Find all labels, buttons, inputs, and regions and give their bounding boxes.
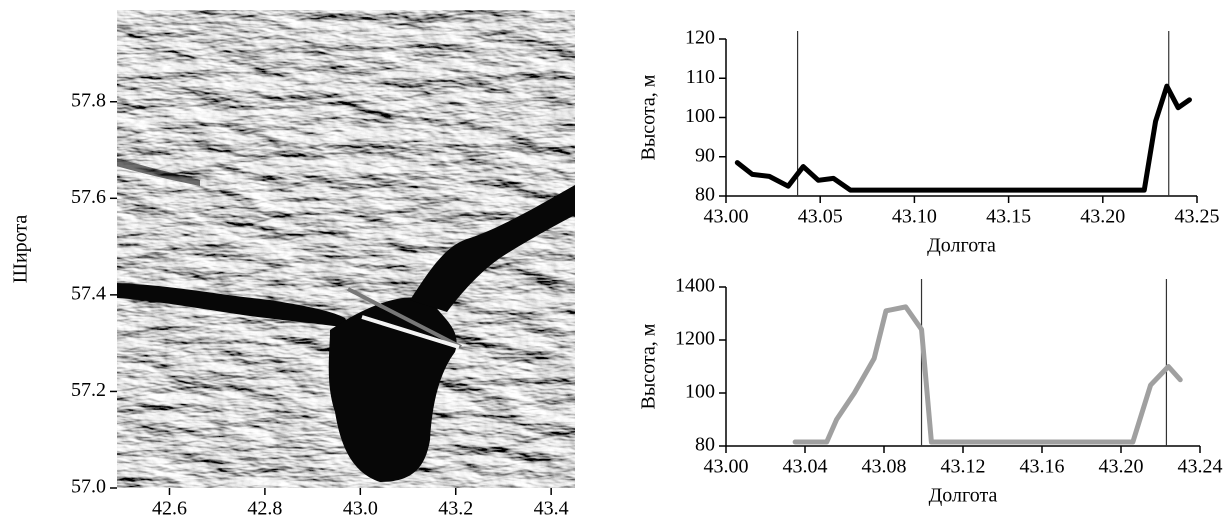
- x-tick-label: 43.20: [1080, 206, 1125, 228]
- y-tick-label: 80: [695, 184, 715, 206]
- y-tick-label: 57.6: [71, 186, 106, 208]
- y-tick-label: 110: [686, 66, 715, 88]
- y-tick-label: 1200: [675, 328, 715, 350]
- y-tick-label: 100: [685, 105, 715, 127]
- y-tick-label: 1400: [675, 275, 715, 297]
- relief-map: [90, 10, 575, 488]
- y-axis-label: Широта: [10, 215, 32, 284]
- y-tick-label: 57.8: [71, 89, 106, 111]
- y-tick-label: 80: [695, 434, 715, 456]
- x-tick-label: 43.2: [438, 498, 473, 520]
- y-tick-label: 57.0: [71, 476, 106, 498]
- y-axis-label: Высота, м: [638, 74, 660, 160]
- y-tick-label: 100: [685, 381, 715, 403]
- x-tick-label: 43.04: [783, 456, 828, 478]
- x-tick-label: 42.6: [152, 498, 187, 520]
- x-tick-label: 43.00: [704, 206, 749, 228]
- x-tick-label: 43.00: [704, 456, 749, 478]
- y-tick-label: 120: [685, 27, 715, 49]
- x-tick-label: 43.20: [1099, 456, 1144, 478]
- y-tick-label: 90: [695, 144, 715, 166]
- page: 57.0 57.2 57.4 57.6 57.8 42.6 42.8 43.0 43.2 43.4…: [0, 0, 1227, 528]
- x-tick-label: 43.0: [343, 498, 378, 520]
- figure: 57.0 57.2 57.4 57.6 57.8 42.6 42.8 43.0 43.2 43.4…: [0, 0, 1227, 528]
- data-line: [737, 86, 1189, 190]
- x-tick-label: 43.15: [986, 206, 1031, 228]
- x-tick-label: 43.08: [862, 456, 907, 478]
- x-tick-label: 43.12: [941, 456, 986, 478]
- data-line: [795, 307, 1180, 442]
- x-tick-label: 42.8: [247, 498, 282, 520]
- x-tick-label: 43.24: [1178, 456, 1223, 478]
- x-tick-label: 43.16: [1020, 456, 1065, 478]
- x-tick-label: 43.25: [1175, 206, 1220, 228]
- x-axis-label: Долгота: [929, 485, 998, 507]
- x-axis-label: Долгота: [927, 235, 996, 257]
- y-tick-label: 57.2: [71, 379, 106, 401]
- y-axis-label: Высота, м: [638, 323, 660, 409]
- x-tick-label: 43.05: [798, 206, 843, 228]
- x-tick-label: 43.4: [534, 498, 569, 520]
- x-tick-label: 43.10: [892, 206, 937, 228]
- y-tick-label: 57.4: [71, 282, 106, 304]
